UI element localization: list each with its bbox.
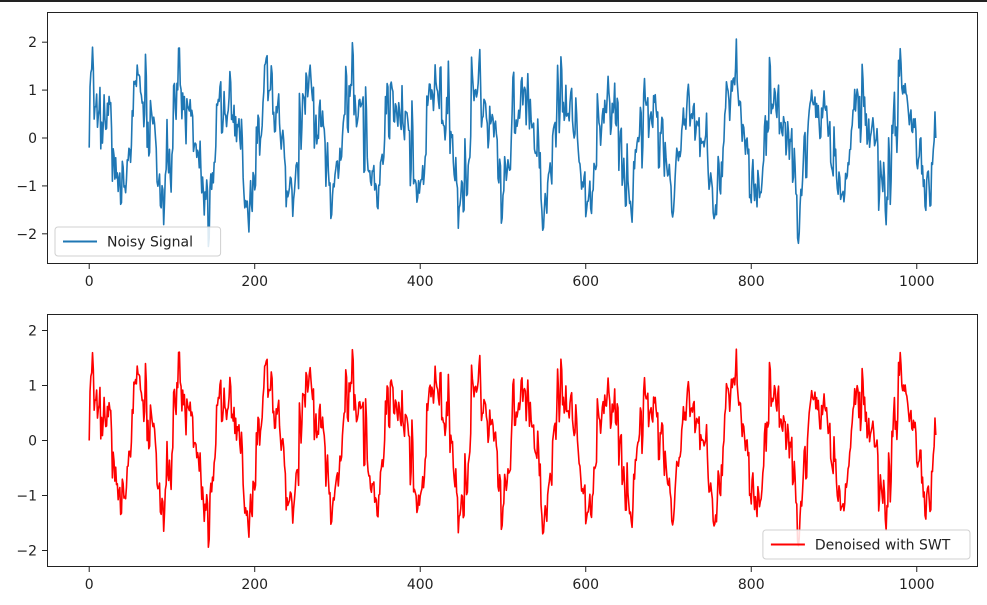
x-tick-label: 600 [572, 577, 599, 593]
y-tick-label: 2 [28, 35, 37, 51]
x-tick-label: 0 [85, 274, 94, 290]
legend: Denoised with SWT [762, 529, 971, 560]
y-tick-label: 2 [28, 324, 37, 340]
x-tick-label: 600 [572, 274, 599, 290]
x-tick-label: 800 [738, 577, 765, 593]
series-line-noisy-signal [88, 38, 937, 248]
axes-frame [47, 314, 978, 567]
plot-area [47, 314, 978, 567]
axes-frame [47, 12, 978, 264]
y-tick-label: 0 [28, 131, 37, 147]
x-tick-label: 800 [738, 274, 765, 290]
x-tick-label: 200 [241, 274, 268, 290]
x-tick-label: 400 [407, 577, 434, 593]
y-tick-label: −1 [16, 179, 37, 195]
y-tick-label: −2 [16, 227, 37, 243]
legend: Noisy Signal [54, 226, 222, 257]
plot-area [47, 12, 978, 264]
y-tick-label: −1 [16, 489, 37, 505]
y-tick-label: −2 [16, 544, 37, 560]
y-tick-label: 1 [28, 379, 37, 395]
x-tick-label: 1000 [899, 274, 935, 290]
x-tick-label: 200 [241, 577, 268, 593]
y-tick-label: 0 [28, 434, 37, 450]
x-tick-label: 0 [85, 577, 94, 593]
legend-label: Denoised with SWT [815, 538, 951, 554]
y-tick-label: 1 [28, 83, 37, 99]
x-tick-label: 400 [407, 274, 434, 290]
legend-box [762, 529, 971, 560]
noisy-signal-axes: 0 200 400 600 800 1000 −2 −1 0 1 2 Noisy Signal [16, 12, 978, 290]
x-tick-label: 1000 [899, 577, 935, 593]
series-line-denoised-with-swt [88, 348, 937, 548]
legend-box [54, 226, 222, 257]
window-top-border [0, 0, 987, 2]
legend-label: Noisy Signal [107, 235, 193, 251]
denoised-signal-axes: 0 200 400 600 800 1000 −2 −1 0 1 2 Denoised with SW… [16, 314, 978, 593]
